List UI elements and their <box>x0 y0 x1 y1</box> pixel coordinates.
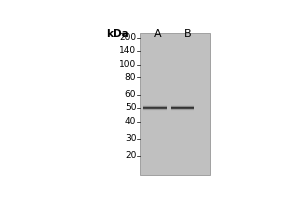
Text: kDa: kDa <box>106 29 129 39</box>
Text: 100: 100 <box>119 60 136 69</box>
Text: 40: 40 <box>125 117 136 126</box>
Text: 80: 80 <box>125 73 136 82</box>
Text: A: A <box>154 29 162 39</box>
Text: 60: 60 <box>125 90 136 99</box>
Text: 50: 50 <box>125 103 136 112</box>
Text: B: B <box>184 29 191 39</box>
Text: 30: 30 <box>125 134 136 143</box>
Bar <box>140 33 210 175</box>
Text: 200: 200 <box>119 33 136 42</box>
Text: 20: 20 <box>125 151 136 160</box>
Text: 140: 140 <box>119 46 136 55</box>
